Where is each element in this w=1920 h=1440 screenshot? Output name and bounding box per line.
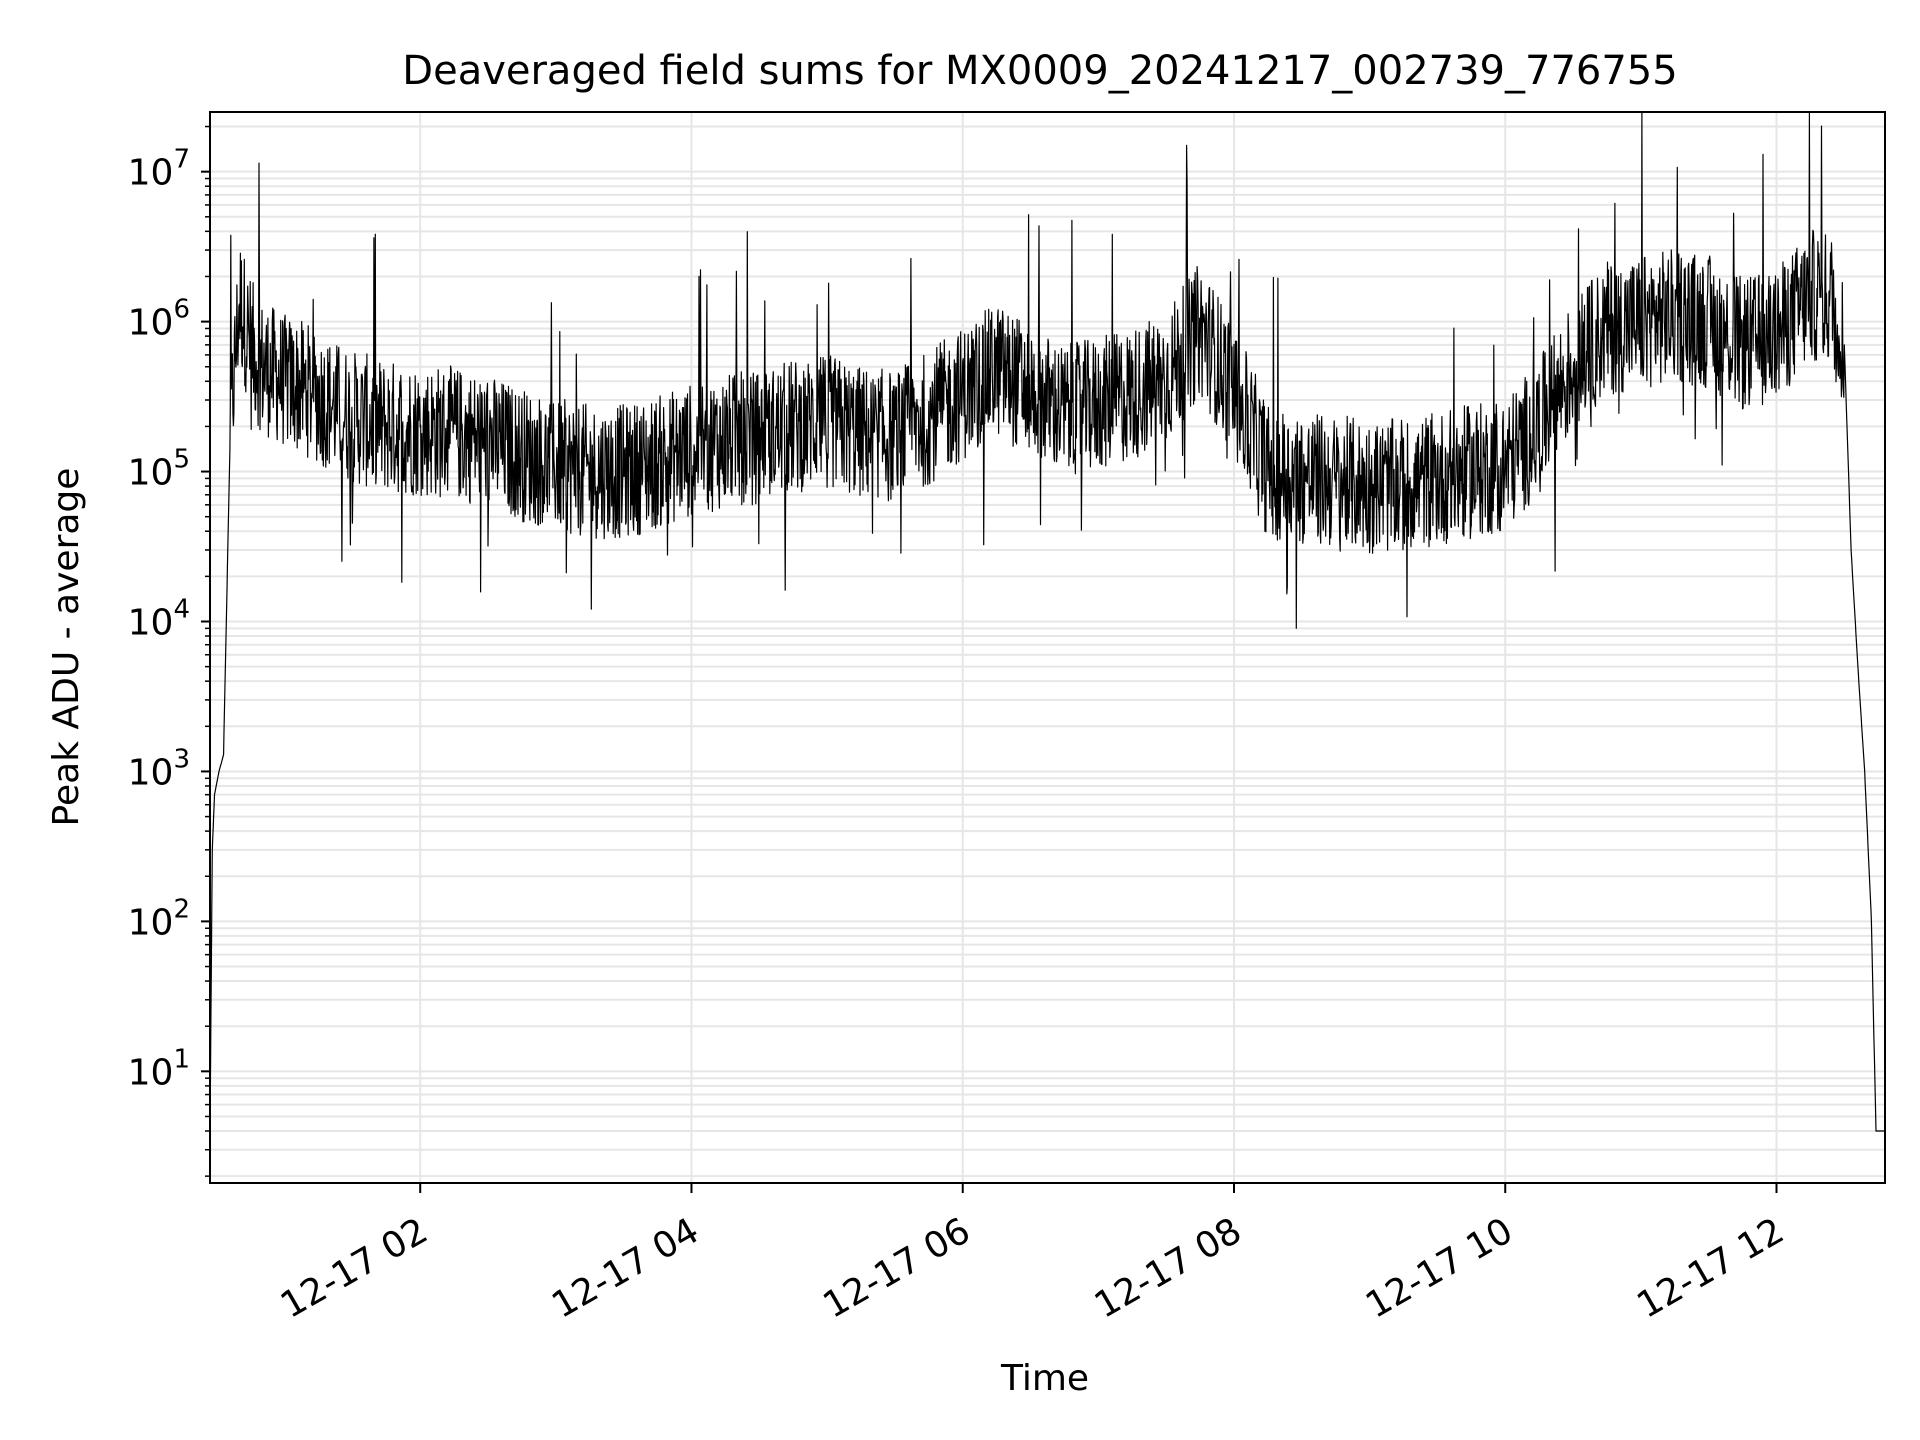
y-tick-base: 10 — [128, 303, 174, 344]
y-axis-label: Peak ADU - average — [46, 468, 87, 827]
y-tick-exponent: 2 — [173, 894, 190, 924]
y-tick-label: 105 — [128, 445, 190, 494]
chart-title: Deaveraged field sums for MX0009_2024121… — [402, 48, 1677, 94]
y-tick-label: 106 — [128, 295, 190, 344]
x-axis-label: Time — [1000, 1358, 1089, 1399]
y-tick-base: 10 — [128, 153, 174, 194]
y-tick-exponent: 5 — [173, 445, 190, 475]
y-tick-label: 103 — [128, 744, 190, 793]
y-tick-base: 10 — [128, 603, 174, 644]
y-tick-label: 104 — [128, 595, 190, 644]
plot-frame — [209, 111, 1886, 1184]
y-tick-base: 10 — [128, 902, 174, 943]
series-layer — [209, 111, 1886, 1132]
y-tick-base: 10 — [128, 752, 174, 793]
y-tick-exponent: 3 — [173, 744, 190, 774]
y-tick-label: 101 — [128, 1044, 190, 1093]
y-tick-exponent: 1 — [173, 1044, 190, 1074]
y-tick-exponent: 6 — [173, 295, 190, 325]
y-tick-base: 10 — [128, 453, 174, 494]
y-tick-exponent: 7 — [173, 145, 190, 175]
y-tick-label: 102 — [128, 894, 190, 943]
y-tick-label: 107 — [128, 145, 190, 194]
y-tick-exponent: 4 — [173, 595, 190, 625]
series-line — [209, 111, 1886, 1132]
y-tick-base: 10 — [128, 1052, 174, 1093]
